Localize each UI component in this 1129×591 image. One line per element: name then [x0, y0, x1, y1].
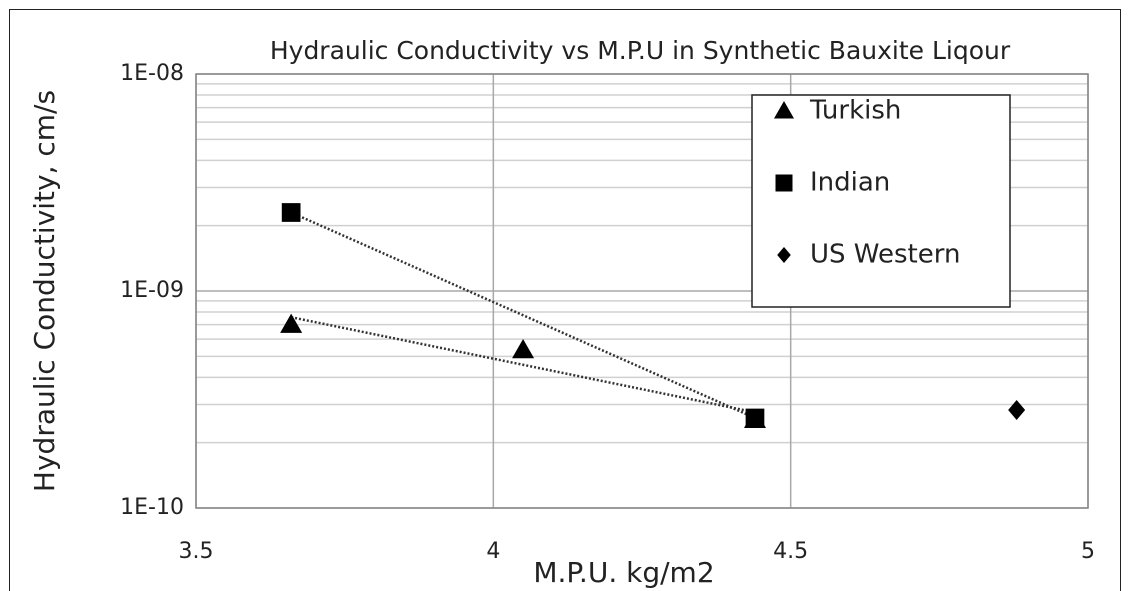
point	[777, 247, 791, 263]
trendline	[290, 315, 756, 414]
y-tick-label: 1E-08	[120, 61, 184, 86]
legend-label: Turkish	[809, 96, 901, 126]
point	[774, 101, 794, 119]
x-tick-label: 3.5	[179, 539, 214, 564]
point	[281, 203, 301, 222]
y-tick-label: 1E-10	[120, 495, 184, 520]
x-tick-label: 5	[1081, 539, 1095, 564]
x-tick-label: 4	[486, 539, 500, 564]
plot-frame	[195, 73, 1089, 509]
point	[280, 313, 303, 333]
chart-title: Hydraulic Conductivity vs M.P.U in Synth…	[270, 36, 1011, 65]
point	[775, 174, 793, 192]
point	[745, 408, 765, 428]
point	[1008, 399, 1026, 420]
x-axis-title: M.P.U. kg/m2	[533, 556, 714, 589]
x-tick-label: 4.5	[773, 539, 808, 564]
legend-label: US Western	[810, 240, 960, 270]
point	[512, 338, 535, 359]
y-axis-title: Hydraulic Conductivity, cm/s	[28, 90, 61, 492]
trendline	[290, 211, 756, 420]
legend-box	[751, 94, 1011, 308]
legend-label: Indian	[810, 168, 890, 198]
y-tick-label: 1E-09	[120, 278, 184, 303]
